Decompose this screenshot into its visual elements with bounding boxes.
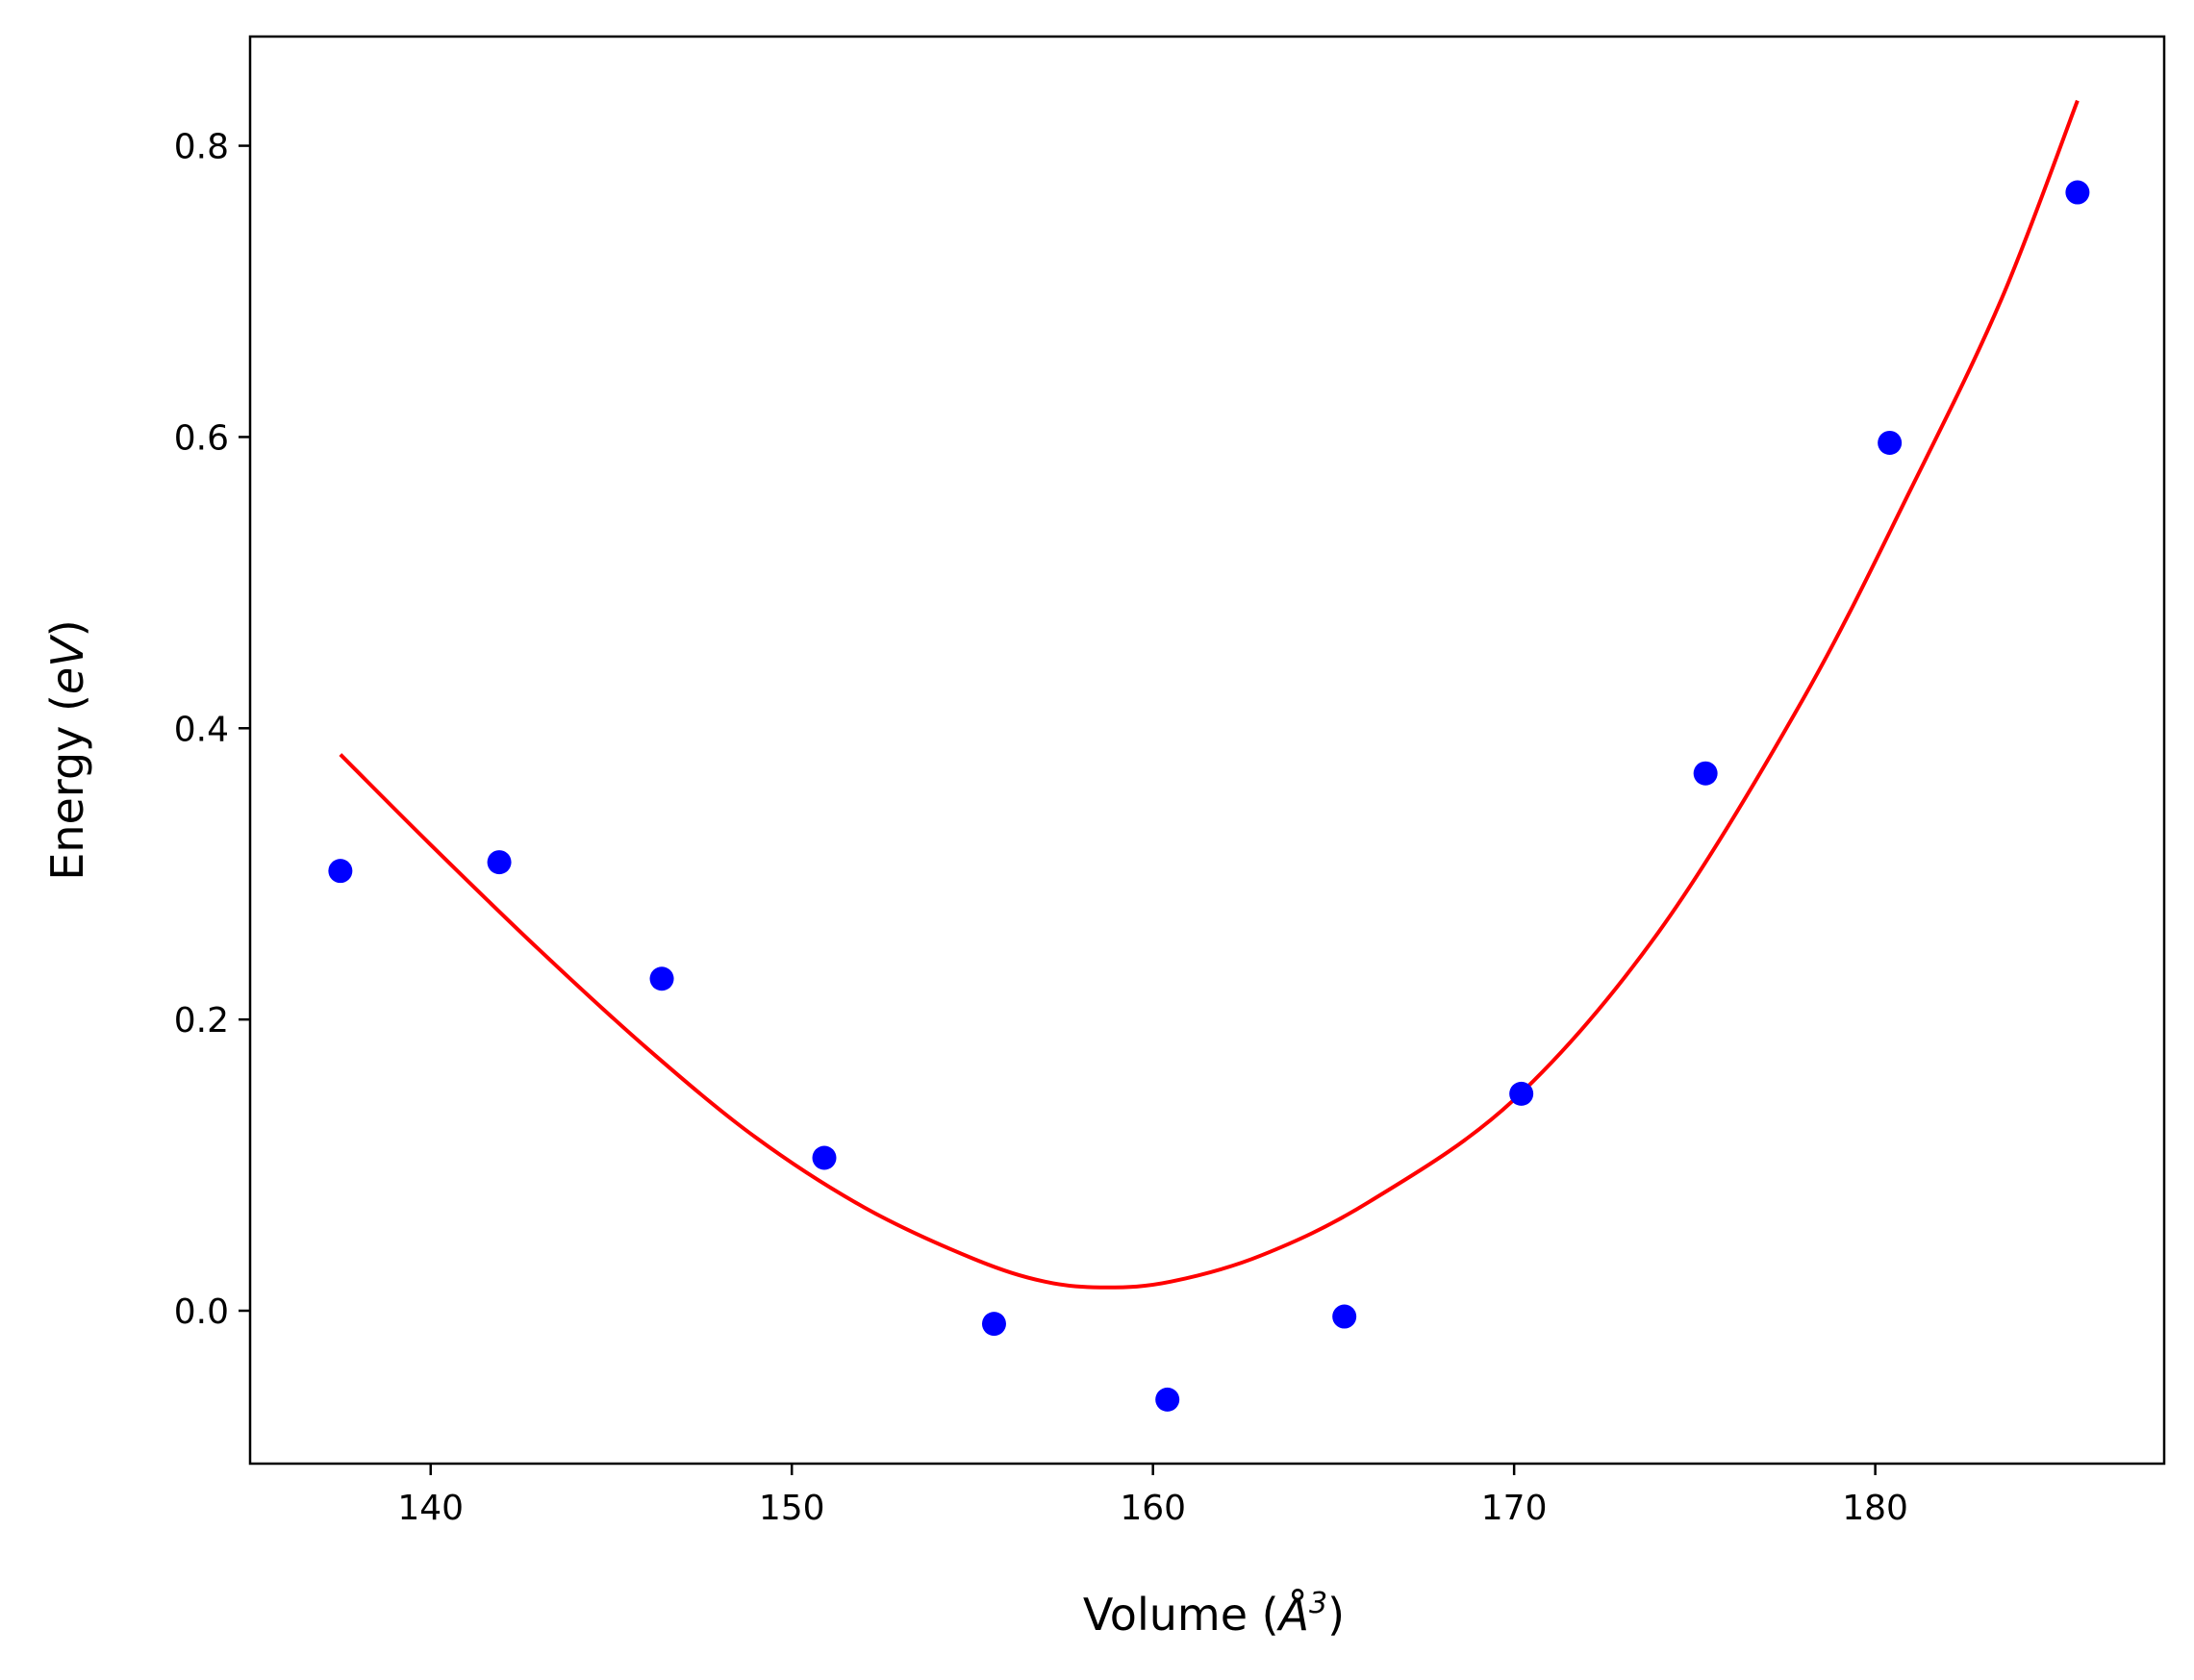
fit-curve: [339, 99, 2080, 1290]
y-axis-ticks: 0.0 0.2 0.4 0.6 0.8: [174, 128, 250, 1332]
y-tick-label: 0.0: [174, 1292, 229, 1332]
x-tick-label: 180: [1842, 1489, 1908, 1528]
data-point: [981, 1312, 1006, 1337]
x-tick-label: 140: [397, 1489, 464, 1528]
y-tick-label: 0.6: [174, 418, 229, 458]
x-axis-ticks: 140 150 160 170 180: [397, 1464, 1908, 1528]
axes-frame: [248, 35, 2166, 1466]
x-tick-label: 170: [1481, 1489, 1548, 1528]
x-axis-label: Volume (Å3): [1083, 1587, 1345, 1641]
data-point: [812, 1145, 837, 1170]
y-axis-label: Energy (eV): [41, 619, 93, 880]
data-point: [1878, 430, 1903, 455]
data-point: [1509, 1081, 1534, 1106]
data-point: [1155, 1387, 1180, 1412]
y-tick-label: 0.4: [174, 710, 229, 749]
data-point: [1693, 761, 1718, 786]
plot-area: [328, 99, 2090, 1412]
data-point: [328, 859, 353, 884]
data-point: [1332, 1304, 1357, 1329]
x-tick-label: 150: [759, 1489, 825, 1528]
x-tick-label: 160: [1120, 1489, 1186, 1528]
data-point: [649, 966, 674, 991]
y-tick-label: 0.2: [174, 1001, 229, 1041]
data-point: [487, 850, 512, 875]
data-point: [2065, 180, 2090, 205]
y-tick-label: 0.8: [174, 128, 229, 167]
